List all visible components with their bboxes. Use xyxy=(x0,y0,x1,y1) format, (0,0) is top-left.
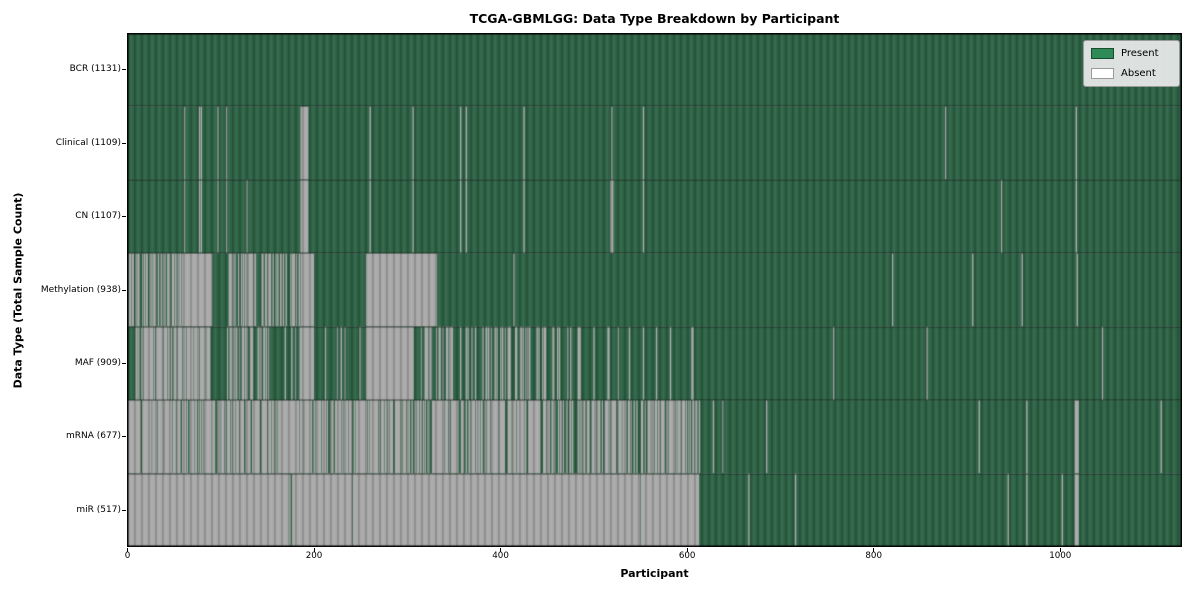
y-axis-title: Data Type (Total Sample Count) xyxy=(11,192,25,389)
y-tick-mark xyxy=(122,289,126,291)
y-tick-mark xyxy=(122,69,126,71)
y-tick-label-MAF: MAF (909) xyxy=(74,357,121,368)
legend-label-absent: Absent xyxy=(1121,68,1156,79)
y-tick-mark xyxy=(122,142,126,144)
x-tick-mark xyxy=(873,548,875,552)
legend-label-present: Present xyxy=(1121,48,1159,59)
y-tick-mark xyxy=(122,362,126,364)
chart-title: TCGA-GBMLGG: Data Type Breakdown by Part… xyxy=(469,11,840,26)
y-tick-label-miR: miR (517) xyxy=(76,504,121,515)
x-tick-label-400: 400 xyxy=(492,551,509,561)
x-tick-mark xyxy=(500,548,502,552)
x-tick-label-200: 200 xyxy=(305,551,323,561)
y-tick-mark xyxy=(122,216,126,218)
x-tick-mark xyxy=(1059,548,1061,552)
x-tick-label-1000: 1000 xyxy=(1049,551,1072,561)
y-tick-mark xyxy=(122,436,126,438)
x-tick-mark xyxy=(313,548,315,552)
x-tick-label-800: 800 xyxy=(865,551,882,561)
x-tick-mark xyxy=(686,548,688,552)
y-tick-label-Clinical: Clinical (1109) xyxy=(55,137,121,148)
y-tick-label-mRNA: mRNA (677) xyxy=(66,431,121,442)
legend-item-absent: Absent xyxy=(1091,67,1172,80)
present-swatch-icon xyxy=(1091,48,1114,59)
x-tick-mark xyxy=(126,548,128,552)
y-tick-label-Methylation: Methylation (938) xyxy=(40,284,121,295)
y-tick-label-CN: CN (1107) xyxy=(75,211,121,222)
legend-item-present: Present xyxy=(1091,47,1172,60)
y-tick-label-BCR: BCR (1131) xyxy=(69,64,121,75)
y-tick-mark xyxy=(122,509,126,511)
heatmap-canvas xyxy=(127,33,1182,547)
x-tick-label-0: 0 xyxy=(124,551,131,561)
absent-swatch-icon xyxy=(1091,68,1114,79)
x-axis-title: Participant xyxy=(620,567,689,580)
x-tick-label-600: 600 xyxy=(678,551,696,561)
legend: Present Absent xyxy=(1083,40,1180,87)
